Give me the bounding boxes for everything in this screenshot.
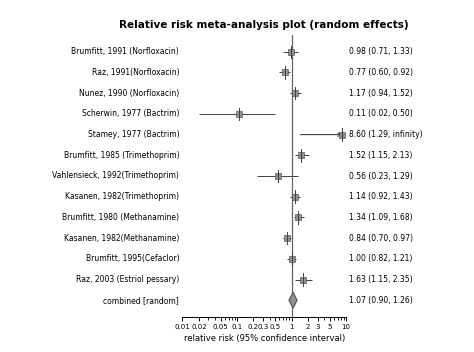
Text: 1.07 (0.90, 1.26): 1.07 (0.90, 1.26): [349, 296, 413, 305]
Text: 8.60 (1.29, infinity): 8.60 (1.29, infinity): [349, 130, 423, 139]
X-axis label: relative risk (95% confidence interval): relative risk (95% confidence interval): [183, 334, 345, 343]
Text: Brumfitt, 1991 (Norfloxacin): Brumfitt, 1991 (Norfloxacin): [72, 47, 179, 56]
Text: Brumfitt, 1995(Cefaclor): Brumfitt, 1995(Cefaclor): [86, 254, 179, 263]
Text: 0.84 (0.70, 0.97): 0.84 (0.70, 0.97): [349, 234, 413, 243]
Text: 1.34 (1.09, 1.68): 1.34 (1.09, 1.68): [349, 213, 413, 222]
Text: 1.00 (0.82, 1.21): 1.00 (0.82, 1.21): [349, 254, 413, 263]
Text: 0.56 (0.23, 1.29): 0.56 (0.23, 1.29): [349, 171, 413, 181]
Text: Kasanen, 1982(Methanamine): Kasanen, 1982(Methanamine): [64, 234, 179, 243]
Text: 0.11 (0.02, 0.50): 0.11 (0.02, 0.50): [349, 109, 413, 118]
Text: 1.63 (1.15, 2.35): 1.63 (1.15, 2.35): [349, 275, 413, 284]
Text: Stamey, 1977 (Bactrim): Stamey, 1977 (Bactrim): [88, 130, 179, 139]
Text: Brumfitt, 1980 (Methanamine): Brumfitt, 1980 (Methanamine): [62, 213, 179, 222]
Polygon shape: [289, 293, 297, 308]
Text: combined [random]: combined [random]: [103, 296, 179, 305]
Text: Vahlensieck, 1992(Trimethoprim): Vahlensieck, 1992(Trimethoprim): [52, 171, 179, 181]
Text: 1.52 (1.15, 2.13): 1.52 (1.15, 2.13): [349, 151, 413, 160]
Text: Kasanen, 1982(Trimethoprim): Kasanen, 1982(Trimethoprim): [65, 192, 179, 201]
Text: Raz, 1991(Norfloxacin): Raz, 1991(Norfloxacin): [91, 68, 179, 77]
Text: 0.98 (0.71, 1.33): 0.98 (0.71, 1.33): [349, 47, 413, 56]
Title: Relative risk meta-analysis plot (random effects): Relative risk meta-analysis plot (random…: [119, 20, 409, 30]
Text: 1.14 (0.92, 1.43): 1.14 (0.92, 1.43): [349, 192, 413, 201]
Text: Scherwin, 1977 (Bactrim): Scherwin, 1977 (Bactrim): [82, 109, 179, 118]
Text: 1.17 (0.94, 1.52): 1.17 (0.94, 1.52): [349, 89, 413, 98]
Text: Raz, 2003 (Estriol pessary): Raz, 2003 (Estriol pessary): [76, 275, 179, 284]
Text: Brumfitt, 1985 (Trimethoprim): Brumfitt, 1985 (Trimethoprim): [64, 151, 179, 160]
Text: Nunez, 1990 (Norfloxacin): Nunez, 1990 (Norfloxacin): [79, 89, 179, 98]
Text: 0.77 (0.60, 0.92): 0.77 (0.60, 0.92): [349, 68, 413, 77]
